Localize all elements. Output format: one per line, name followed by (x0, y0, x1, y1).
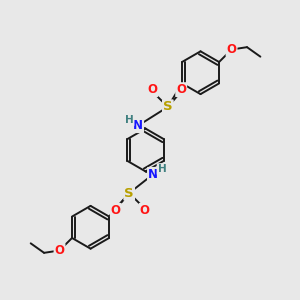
Text: O: O (111, 204, 121, 217)
Text: S: S (163, 100, 172, 113)
Text: S: S (124, 187, 134, 200)
Text: O: O (147, 83, 158, 96)
Text: O: O (140, 204, 150, 217)
Text: O: O (55, 244, 64, 257)
Text: N: N (148, 168, 158, 181)
Text: O: O (226, 43, 236, 56)
Text: H: H (158, 164, 166, 174)
Text: O: O (176, 83, 186, 96)
Text: H: H (125, 115, 134, 125)
Text: N: N (133, 119, 143, 132)
